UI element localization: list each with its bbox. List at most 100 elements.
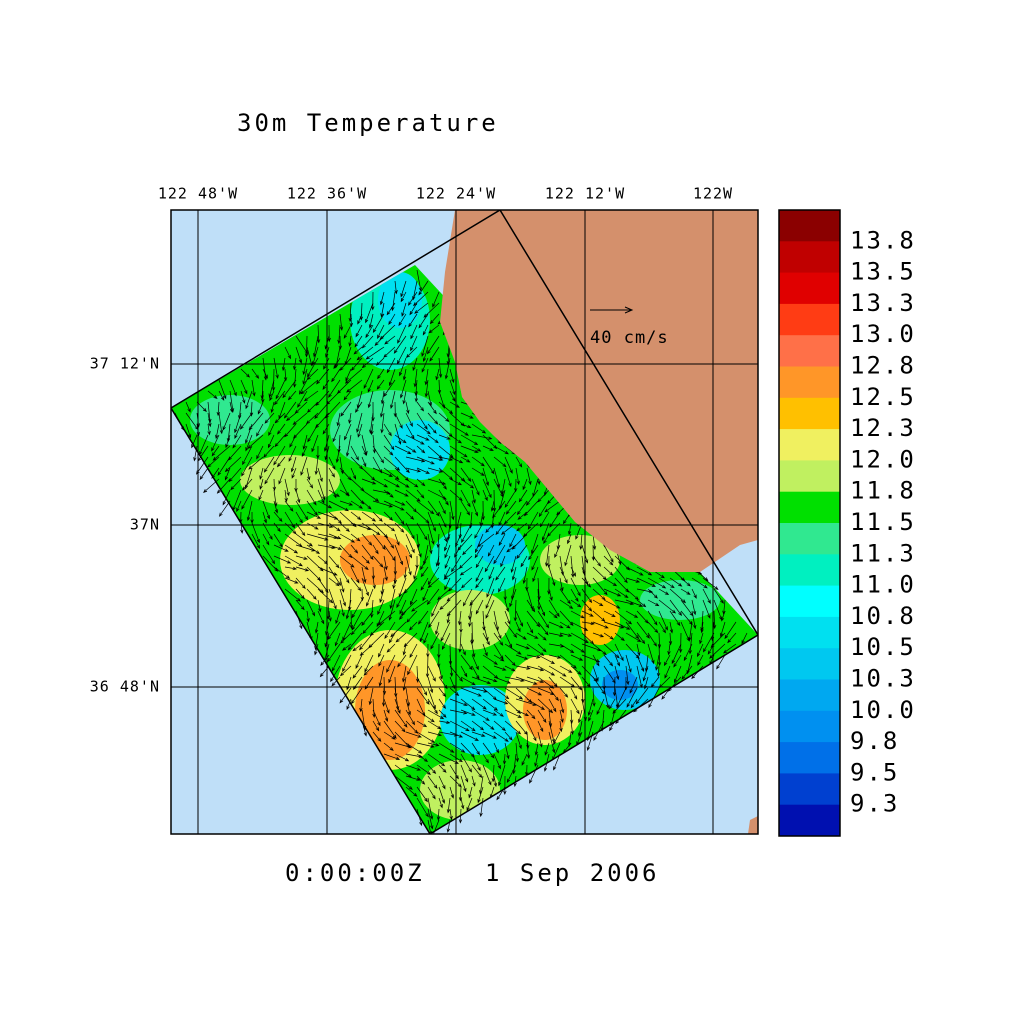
vector-arrow <box>438 500 446 515</box>
vector-arrow <box>377 599 385 616</box>
vector-arrow <box>383 742 394 751</box>
vector-arrow <box>262 511 267 524</box>
vector-arrow <box>592 643 607 656</box>
vector-arrow <box>559 720 563 733</box>
vector-arrow <box>438 797 443 809</box>
vector-arrow <box>257 401 264 415</box>
vector-arrow <box>416 775 426 785</box>
vector-arrow <box>680 588 691 595</box>
vector-arrow <box>702 577 719 591</box>
vector-arrow <box>671 643 682 665</box>
vector-arrow <box>468 786 473 799</box>
vector-arrow <box>328 522 341 532</box>
vector-arrow <box>284 555 303 567</box>
vector-arrow <box>394 478 410 488</box>
colorbar-label: 13.8 <box>850 226 916 254</box>
vector-arrow <box>394 533 400 546</box>
colorbar-label: 12.8 <box>850 352 916 380</box>
vector-arrow <box>259 467 264 480</box>
vector-arrow <box>386 302 396 316</box>
vector-arrow <box>554 544 561 559</box>
vector-arrow <box>509 533 517 548</box>
vector-arrow <box>482 456 495 475</box>
vector-arrow <box>348 412 352 425</box>
vector-arrow <box>369 412 374 434</box>
vector-arrow <box>383 346 396 358</box>
vector-arrow <box>614 643 624 662</box>
vector-arrow <box>361 445 367 457</box>
vector-arrow <box>350 555 369 571</box>
vector-arrow <box>647 621 659 634</box>
colorbar-label: 11.8 <box>850 477 916 505</box>
vector-arrow <box>475 555 484 569</box>
vector-arrow <box>273 445 286 466</box>
vector-arrow <box>614 665 620 681</box>
vector-arrow <box>383 423 392 437</box>
vector-arrow <box>334 632 341 647</box>
vector-arrow <box>372 478 389 488</box>
vector-arrow <box>570 687 578 700</box>
vector-arrow <box>302 357 308 376</box>
vector-arrow <box>416 401 425 412</box>
vector-arrow <box>475 599 484 615</box>
vector-arrow <box>314 643 319 656</box>
vector-arrow <box>629 676 638 694</box>
vector-arrow <box>405 555 412 576</box>
vector-arrow <box>658 577 675 589</box>
vector-arrow <box>269 390 275 402</box>
vector-arrow <box>460 665 468 678</box>
vector-arrow <box>285 412 297 422</box>
vector-arrow <box>274 434 286 448</box>
vector-arrow <box>503 775 507 795</box>
colorbar-swatch <box>779 616 840 649</box>
vector-arrow <box>402 665 407 683</box>
vector-arrow <box>384 621 396 640</box>
vector-arrow <box>371 291 375 311</box>
vector-arrow <box>427 676 434 694</box>
vector-arrow <box>357 423 363 438</box>
vector-arrow <box>668 632 673 646</box>
vector-arrow <box>383 445 394 456</box>
vector-arrow <box>430 632 440 650</box>
vector-arrow <box>383 379 396 397</box>
vector-arrow <box>592 610 606 622</box>
vector-arrow <box>376 379 385 390</box>
vector-arrow <box>408 621 418 631</box>
colorbar-frame <box>778 209 841 837</box>
vector-arrow <box>520 555 528 568</box>
vector-arrow <box>262 544 276 565</box>
vector-arrow <box>328 478 337 499</box>
vector-arrow <box>383 478 400 488</box>
vector-arrow <box>614 566 628 584</box>
vector-arrow <box>625 566 644 576</box>
vector-arrow <box>344 368 363 384</box>
vector-arrow <box>460 720 476 732</box>
vector-arrow <box>416 511 430 524</box>
vector-arrow <box>405 346 418 359</box>
vector-arrow <box>559 709 564 723</box>
colorbar-label: 12.3 <box>850 414 916 442</box>
vector-arrow <box>509 588 517 608</box>
vector-arrow <box>545 544 550 567</box>
colorbar-swatch <box>779 585 840 618</box>
colorbar-swatch <box>779 742 840 774</box>
vector-arrow <box>405 742 423 754</box>
vector-arrow <box>426 588 440 606</box>
vector-scale-label: 40 cm/s <box>590 328 669 348</box>
vector-arrow <box>367 390 374 409</box>
vector-arrow <box>388 599 396 621</box>
vector-arrow <box>222 489 231 506</box>
vector-arrow <box>306 544 320 555</box>
vector-arrow <box>432 291 440 308</box>
vector-arrow <box>372 467 394 477</box>
vector-arrow <box>449 742 466 753</box>
vector-arrow <box>393 335 407 354</box>
vector-arrow <box>515 643 530 650</box>
vector-arrow <box>317 489 325 504</box>
vector-arrow <box>471 456 485 467</box>
vector-arrow <box>548 687 559 702</box>
vector-arrow <box>469 588 484 607</box>
vector-arrow <box>401 302 407 317</box>
vector-arrow <box>603 621 625 629</box>
vector-arrow <box>405 753 424 759</box>
